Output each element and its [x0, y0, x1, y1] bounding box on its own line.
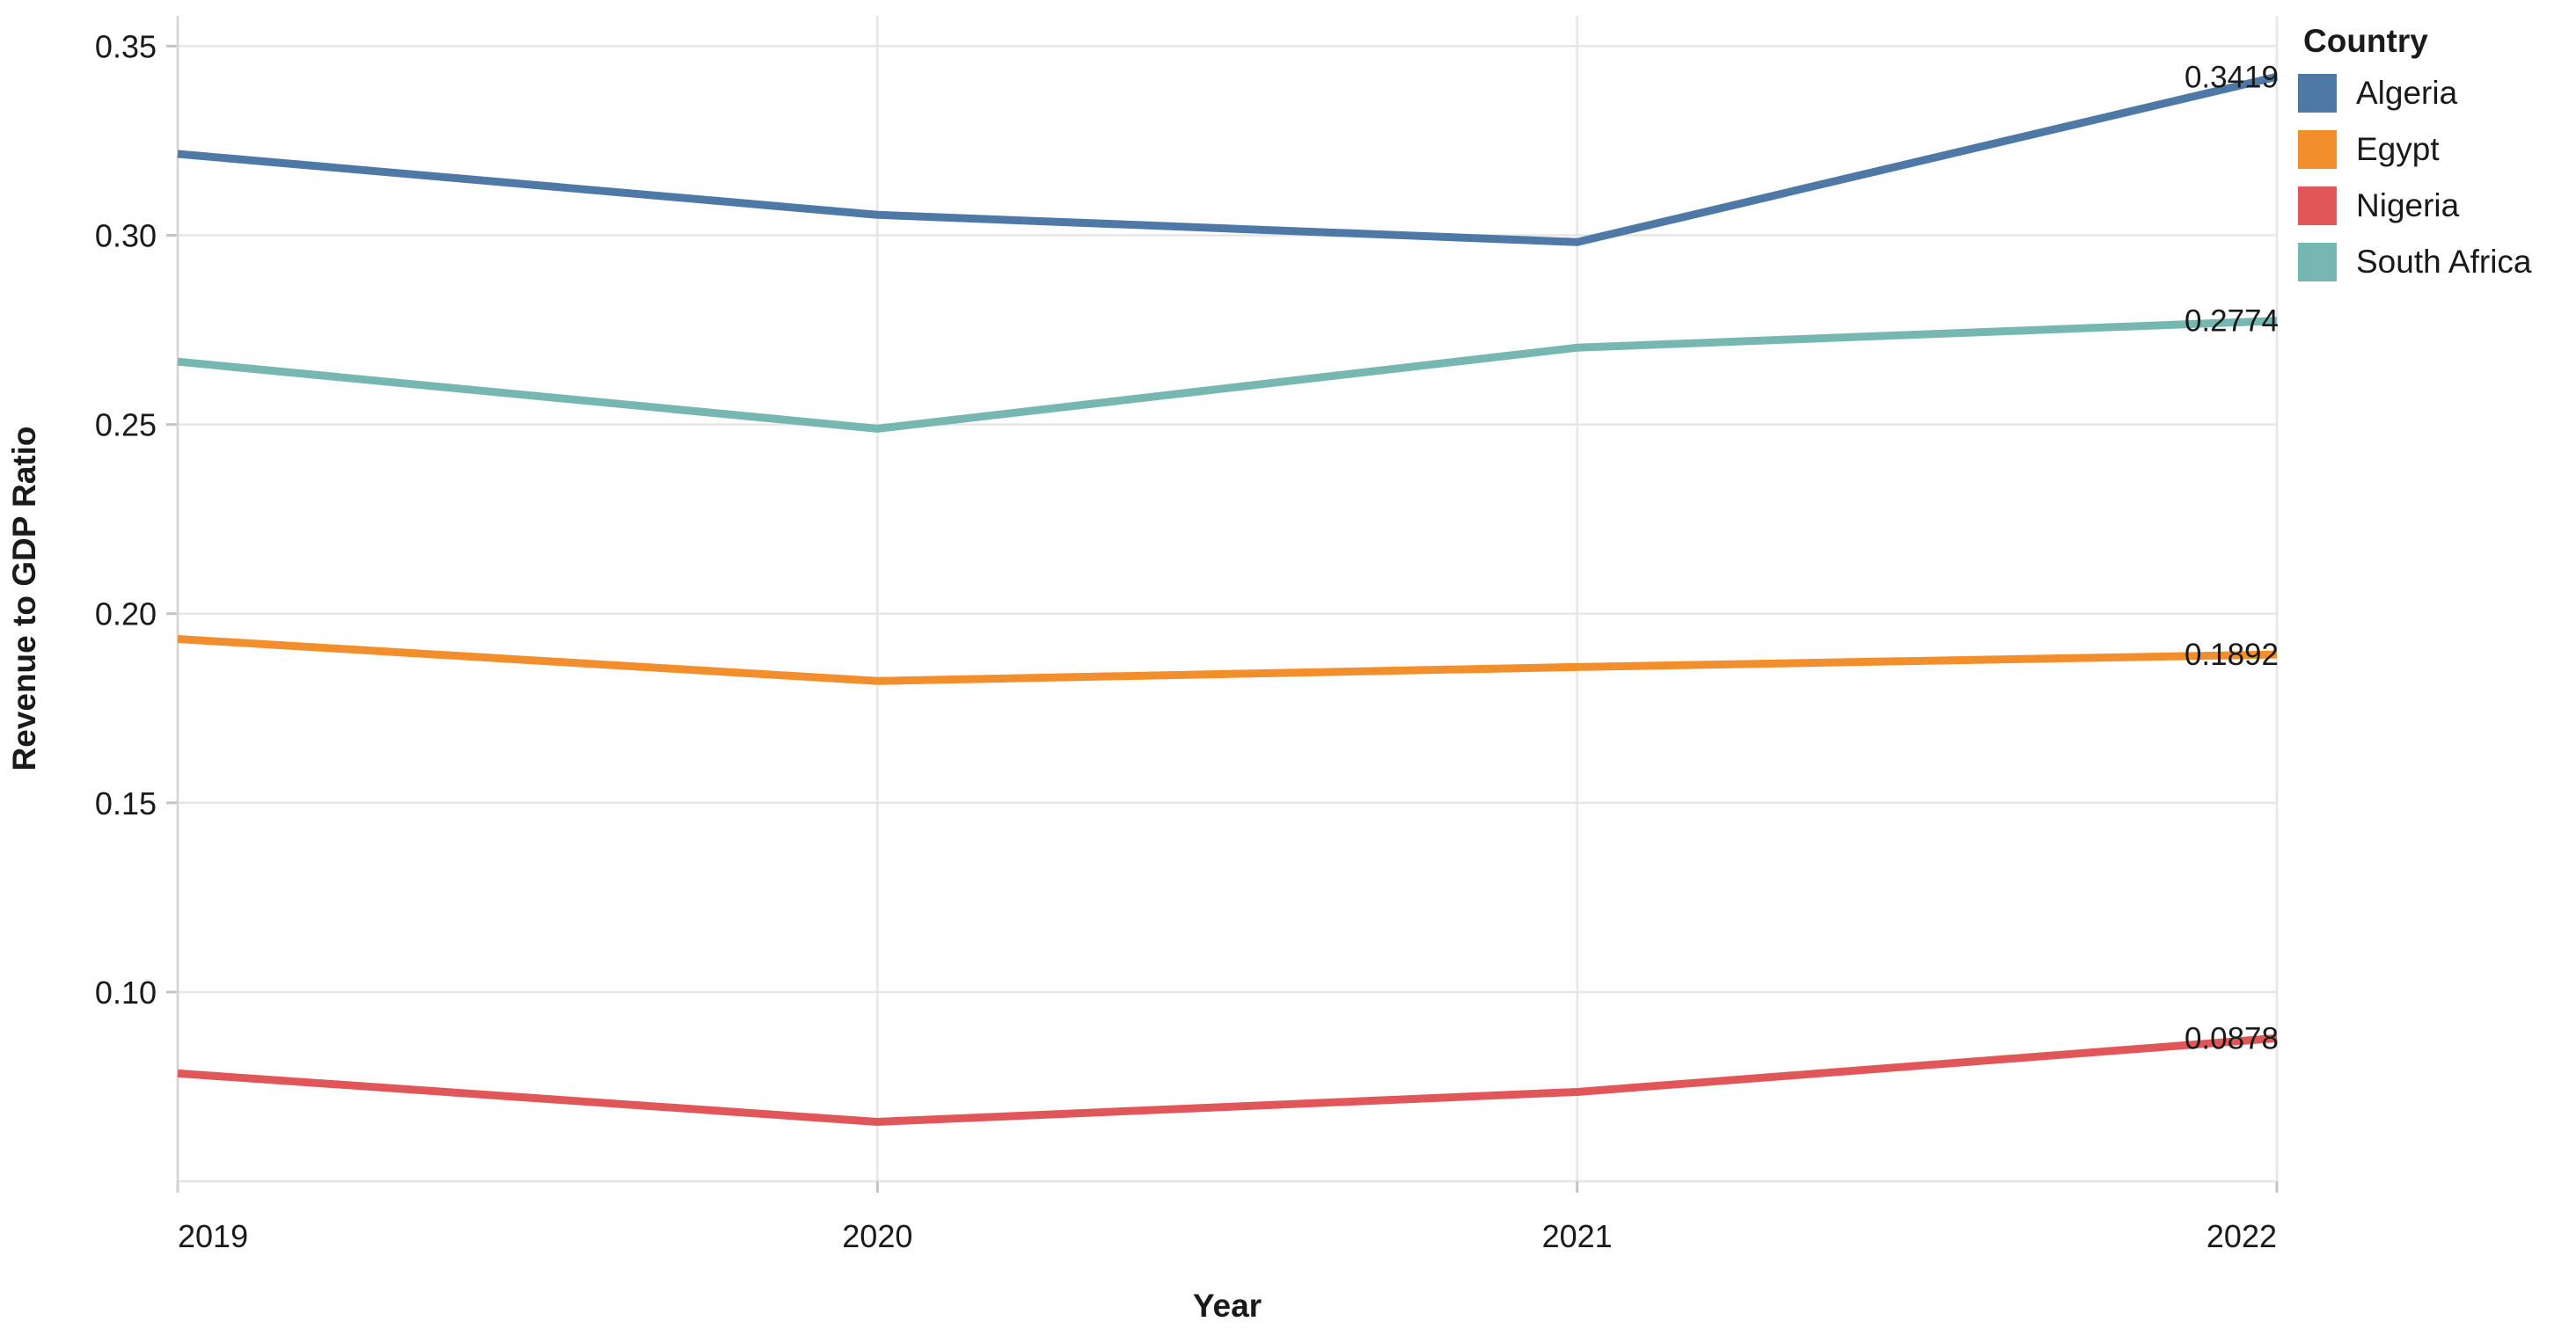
legend-item-nigeria: Nigeria	[2298, 186, 2532, 225]
x-tick-label: 2019	[178, 1218, 248, 1254]
end-label-nigeria: 0.0878	[2184, 1021, 2279, 1055]
legend-label-south-africa: South Africa	[2356, 244, 2532, 280]
y-tick-label: 0.10	[95, 975, 157, 1011]
legend-swatch-algeria	[2298, 74, 2337, 113]
legend-swatch-nigeria	[2298, 186, 2337, 225]
legend-label-algeria: Algeria	[2356, 75, 2458, 111]
legend-swatch-egypt	[2298, 130, 2337, 169]
y-tick-label: 0.20	[95, 596, 157, 632]
series-line-nigeria	[177, 1033, 2278, 1126]
legend: Country Algeria Egypt Nigeria South Africa	[2298, 23, 2532, 299]
legend-item-egypt: Egypt	[2298, 130, 2532, 169]
x-tick-label: 2020	[842, 1218, 912, 1254]
x-axis-title: Year	[1193, 1288, 1262, 1324]
y-axis-title: Revenue to GDP Ratio	[6, 426, 42, 770]
end-label-algeria: 0.3419	[2184, 60, 2279, 94]
y-tick-label: 0.30	[95, 218, 157, 254]
legend-title: Country	[2303, 23, 2428, 59]
legend-label-nigeria: Nigeria	[2356, 187, 2460, 223]
series-line-algeria	[177, 72, 2279, 246]
x-tick-label: 2021	[1542, 1218, 1613, 1254]
legend-item-algeria: Algeria	[2298, 74, 2532, 113]
legend-item-south-africa: South Africa	[2298, 243, 2532, 281]
y-tick-label: 0.35	[95, 28, 157, 64]
legend-swatch-south-africa	[2298, 243, 2337, 281]
series-line-egypt	[177, 635, 2278, 685]
series-line-south-africa	[177, 317, 2278, 433]
end-label-egypt: 0.1892	[2184, 638, 2279, 672]
y-tick-label: 0.15	[95, 785, 157, 821]
end-label-south-africa: 0.2774	[2184, 304, 2279, 339]
y-tick-label: 0.25	[95, 407, 157, 443]
legend-label-egypt: Egypt	[2356, 131, 2440, 167]
x-tick-label: 2022	[2206, 1218, 2277, 1254]
